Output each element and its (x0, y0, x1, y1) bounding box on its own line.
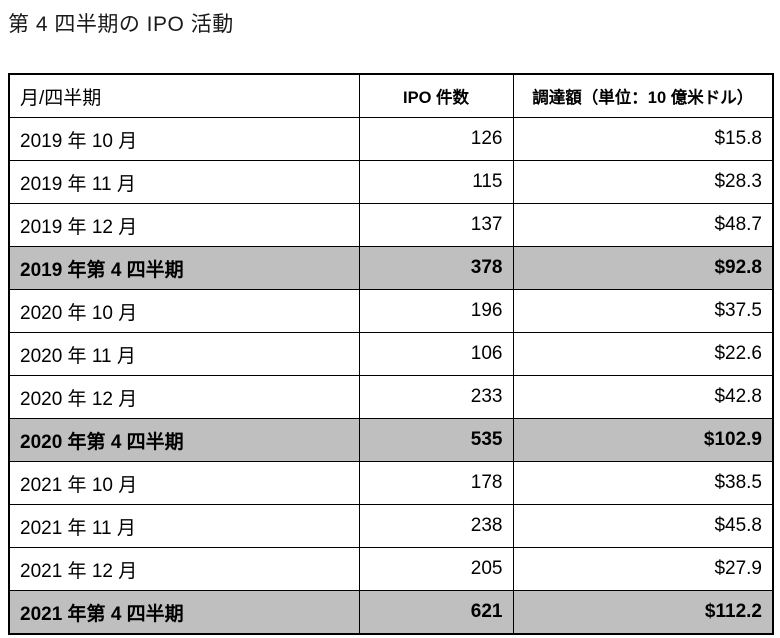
raised-cell: $38.5 (512, 461, 774, 505)
raised-cell: $92.8 (512, 246, 774, 290)
ipo-count-cell: 621 (358, 590, 514, 635)
quarter-summary-row: 2021 年第 4 四半期 621 $112.2 (8, 590, 774, 635)
ipo-count-cell: 126 (358, 117, 514, 161)
period-cell: 2020 年 10 月 (8, 289, 360, 333)
period-cell: 2019 年 10 月 (8, 117, 360, 161)
ipo-activity-table: 月/四半期 IPO 件数 調達額（単位：10 億米ドル） 2019 年 10 月… (8, 73, 774, 635)
period-cell: 2021 年第 4 四半期 (8, 590, 360, 635)
table-header-row: 月/四半期 IPO 件数 調達額（単位：10 億米ドル） (8, 73, 774, 118)
table-row: 2021 年 11 月 238 $45.8 (8, 504, 774, 548)
period-cell: 2021 年 12 月 (8, 547, 360, 591)
table-row: 2019 年 12 月 137 $48.7 (8, 203, 774, 247)
ipo-count-cell: 205 (358, 547, 514, 591)
ipo-count-cell: 233 (358, 375, 514, 419)
column-header-period: 月/四半期 (8, 73, 360, 118)
column-header-ipo-count: IPO 件数 (358, 73, 514, 118)
ipo-count-cell: 378 (358, 246, 514, 290)
column-header-raised: 調達額（単位：10 億米ドル） (512, 73, 774, 118)
ipo-count-cell: 196 (358, 289, 514, 333)
table-row: 2019 年 11 月 115 $28.3 (8, 160, 774, 204)
ipo-count-cell: 178 (358, 461, 514, 505)
period-cell: 2020 年 12 月 (8, 375, 360, 419)
period-cell: 2019 年第 4 四半期 (8, 246, 360, 290)
table-row: 2021 年 10 月 178 $38.5 (8, 461, 774, 505)
quarter-summary-row: 2020 年第 4 四半期 535 $102.9 (8, 418, 774, 462)
raised-cell: $37.5 (512, 289, 774, 333)
table-row: 2020 年 11 月 106 $22.6 (8, 332, 774, 376)
table-row: 2020 年 12 月 233 $42.8 (8, 375, 774, 419)
ipo-count-cell: 115 (358, 160, 514, 204)
raised-cell: $27.9 (512, 547, 774, 591)
raised-cell: $48.7 (512, 203, 774, 247)
period-cell: 2020 年 11 月 (8, 332, 360, 376)
period-cell: 2019 年 12 月 (8, 203, 360, 247)
table-row: 2020 年 10 月 196 $37.5 (8, 289, 774, 333)
period-cell: 2021 年 11 月 (8, 504, 360, 548)
raised-cell: $112.2 (512, 590, 774, 635)
period-cell: 2021 年 10 月 (8, 461, 360, 505)
table-row: 2021 年 12 月 205 $27.9 (8, 547, 774, 591)
period-cell: 2019 年 11 月 (8, 160, 360, 204)
table-row: 2019 年 10 月 126 $15.8 (8, 117, 774, 161)
quarter-summary-row: 2019 年第 4 四半期 378 $92.8 (8, 246, 774, 290)
ipo-count-cell: 535 (358, 418, 514, 462)
raised-cell: $45.8 (512, 504, 774, 548)
period-cell: 2020 年第 4 四半期 (8, 418, 360, 462)
raised-cell: $42.8 (512, 375, 774, 419)
ipo-count-cell: 137 (358, 203, 514, 247)
ipo-count-cell: 106 (358, 332, 514, 376)
raised-cell: $28.3 (512, 160, 774, 204)
ipo-count-cell: 238 (358, 504, 514, 548)
page-title: 第 4 四半期の IPO 活動 (8, 13, 234, 36)
raised-cell: $22.6 (512, 332, 774, 376)
raised-cell: $15.8 (512, 117, 774, 161)
raised-cell: $102.9 (512, 418, 774, 462)
